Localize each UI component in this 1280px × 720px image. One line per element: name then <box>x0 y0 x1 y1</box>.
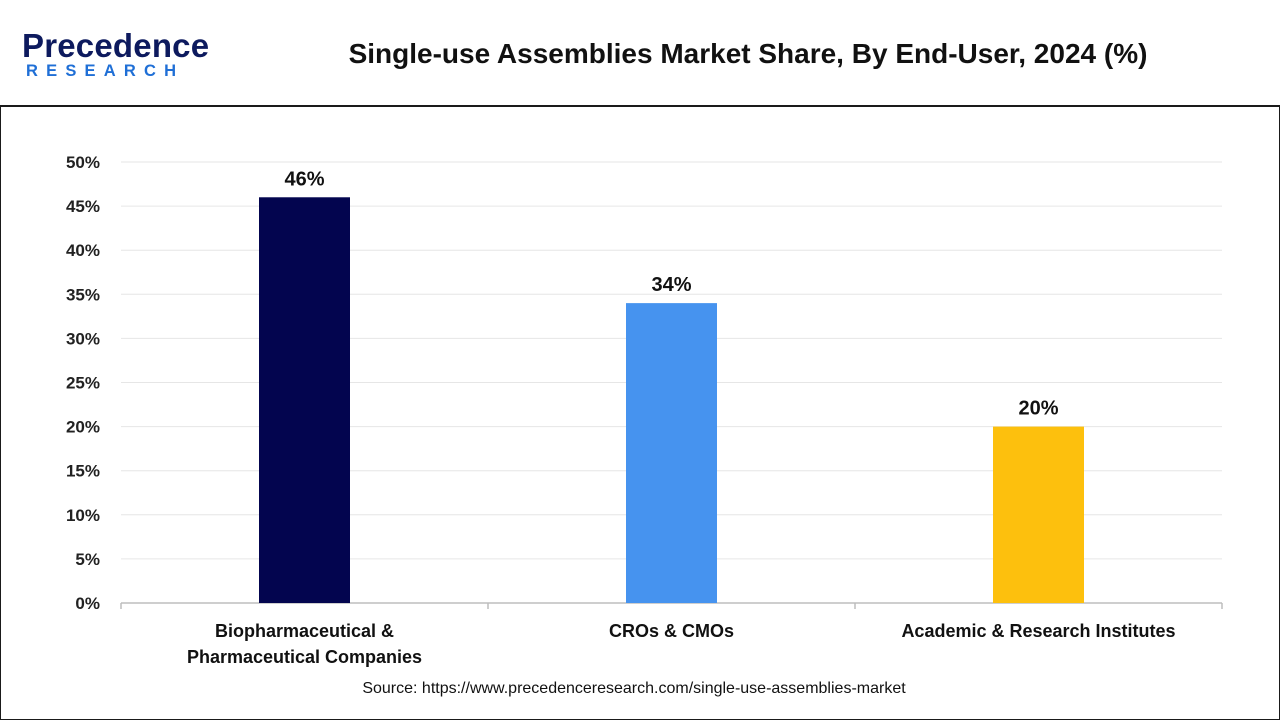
bar <box>626 303 717 603</box>
y-tick-label: 15% <box>66 462 100 481</box>
y-tick-label: 45% <box>66 197 100 216</box>
y-tick-label: 35% <box>66 285 100 304</box>
logo-subtitle: RESEARCH <box>26 62 185 80</box>
chart-title: Single-use Assemblies Market Share, By E… <box>348 38 1148 69</box>
bar-value-label: 34% <box>651 274 691 296</box>
bar <box>993 426 1084 603</box>
y-tick-label: 30% <box>66 329 100 348</box>
bar <box>259 197 350 603</box>
x-category-label: Academic & Research Institutes <box>901 621 1175 641</box>
x-category-label: Pharmaceutical Companies <box>187 647 422 667</box>
y-tick-label: 40% <box>66 241 100 260</box>
y-tick-label: 20% <box>66 418 100 437</box>
y-tick-label: 50% <box>66 153 100 172</box>
x-category-label: Biopharmaceutical & <box>215 621 394 641</box>
y-tick-label: 25% <box>66 374 100 393</box>
logo-wordmark: Precedence <box>22 27 210 64</box>
brand-logo: Precedence RESEARCH <box>22 28 222 84</box>
y-tick-label: 10% <box>66 506 100 525</box>
y-tick-label: 0% <box>75 594 100 613</box>
y-tick-label: 5% <box>75 550 100 569</box>
x-category-label: CROs & CMOs <box>609 621 734 641</box>
source-note: Source: https://www.precedenceresearch.c… <box>362 680 906 697</box>
bar-value-label: 46% <box>284 168 324 190</box>
header-bar: Precedence RESEARCH Single-use Assemblie… <box>0 0 1280 107</box>
bar-value-label: 20% <box>1018 398 1058 420</box>
